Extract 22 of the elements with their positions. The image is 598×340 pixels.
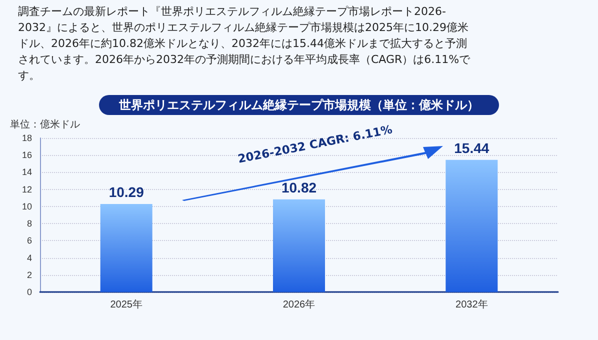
y-tick-label: 4 [26, 252, 32, 263]
y-tick-label: 0 [26, 287, 32, 297]
data-label: 15.44 [454, 140, 490, 156]
x-tick-label: 2032年 [456, 298, 488, 310]
bar [446, 160, 498, 292]
bar [273, 199, 325, 292]
y-tick-label: 6 [26, 236, 32, 246]
y-axis-title: 単位：億米ドル [10, 118, 80, 130]
x-tick-label: 2026年 [282, 298, 316, 310]
text: 調査チームの最新レポート『世界ポリエステルフィルム絶縁テープ市場レポート2026-2032』によると、世界のポリエステルフィルム絶縁テープ市場規模は2025年に10.29億米ドル、2026年に約10.82億米ドルとなり、2032年には15.44億米ドルまで拡大すると予測されています。2026年から2032年の予測期間における年平均成長率（CAGR）は6.11%です。 [18, 4, 472, 84]
data-label: 10.29 [108, 184, 144, 200]
bar [100, 204, 152, 292]
y-tick-label: 14 [22, 167, 32, 178]
x-tick-label: 2025年 [110, 298, 142, 310]
y-tick-label: 10 [22, 201, 32, 212]
chart-title: 世界ポリエステルフィルム絶縁テープ市場規模（単位：億米ドル） [118, 98, 479, 112]
y-tick-label: 2 [26, 270, 32, 280]
y-tick-label: 18 [22, 133, 32, 143]
y-tick-label: 16 [22, 150, 32, 160]
data-label: 10.82 [281, 179, 317, 196]
y-tick-label: 12 [22, 184, 32, 194]
y-tick-label: 8 [26, 218, 32, 229]
